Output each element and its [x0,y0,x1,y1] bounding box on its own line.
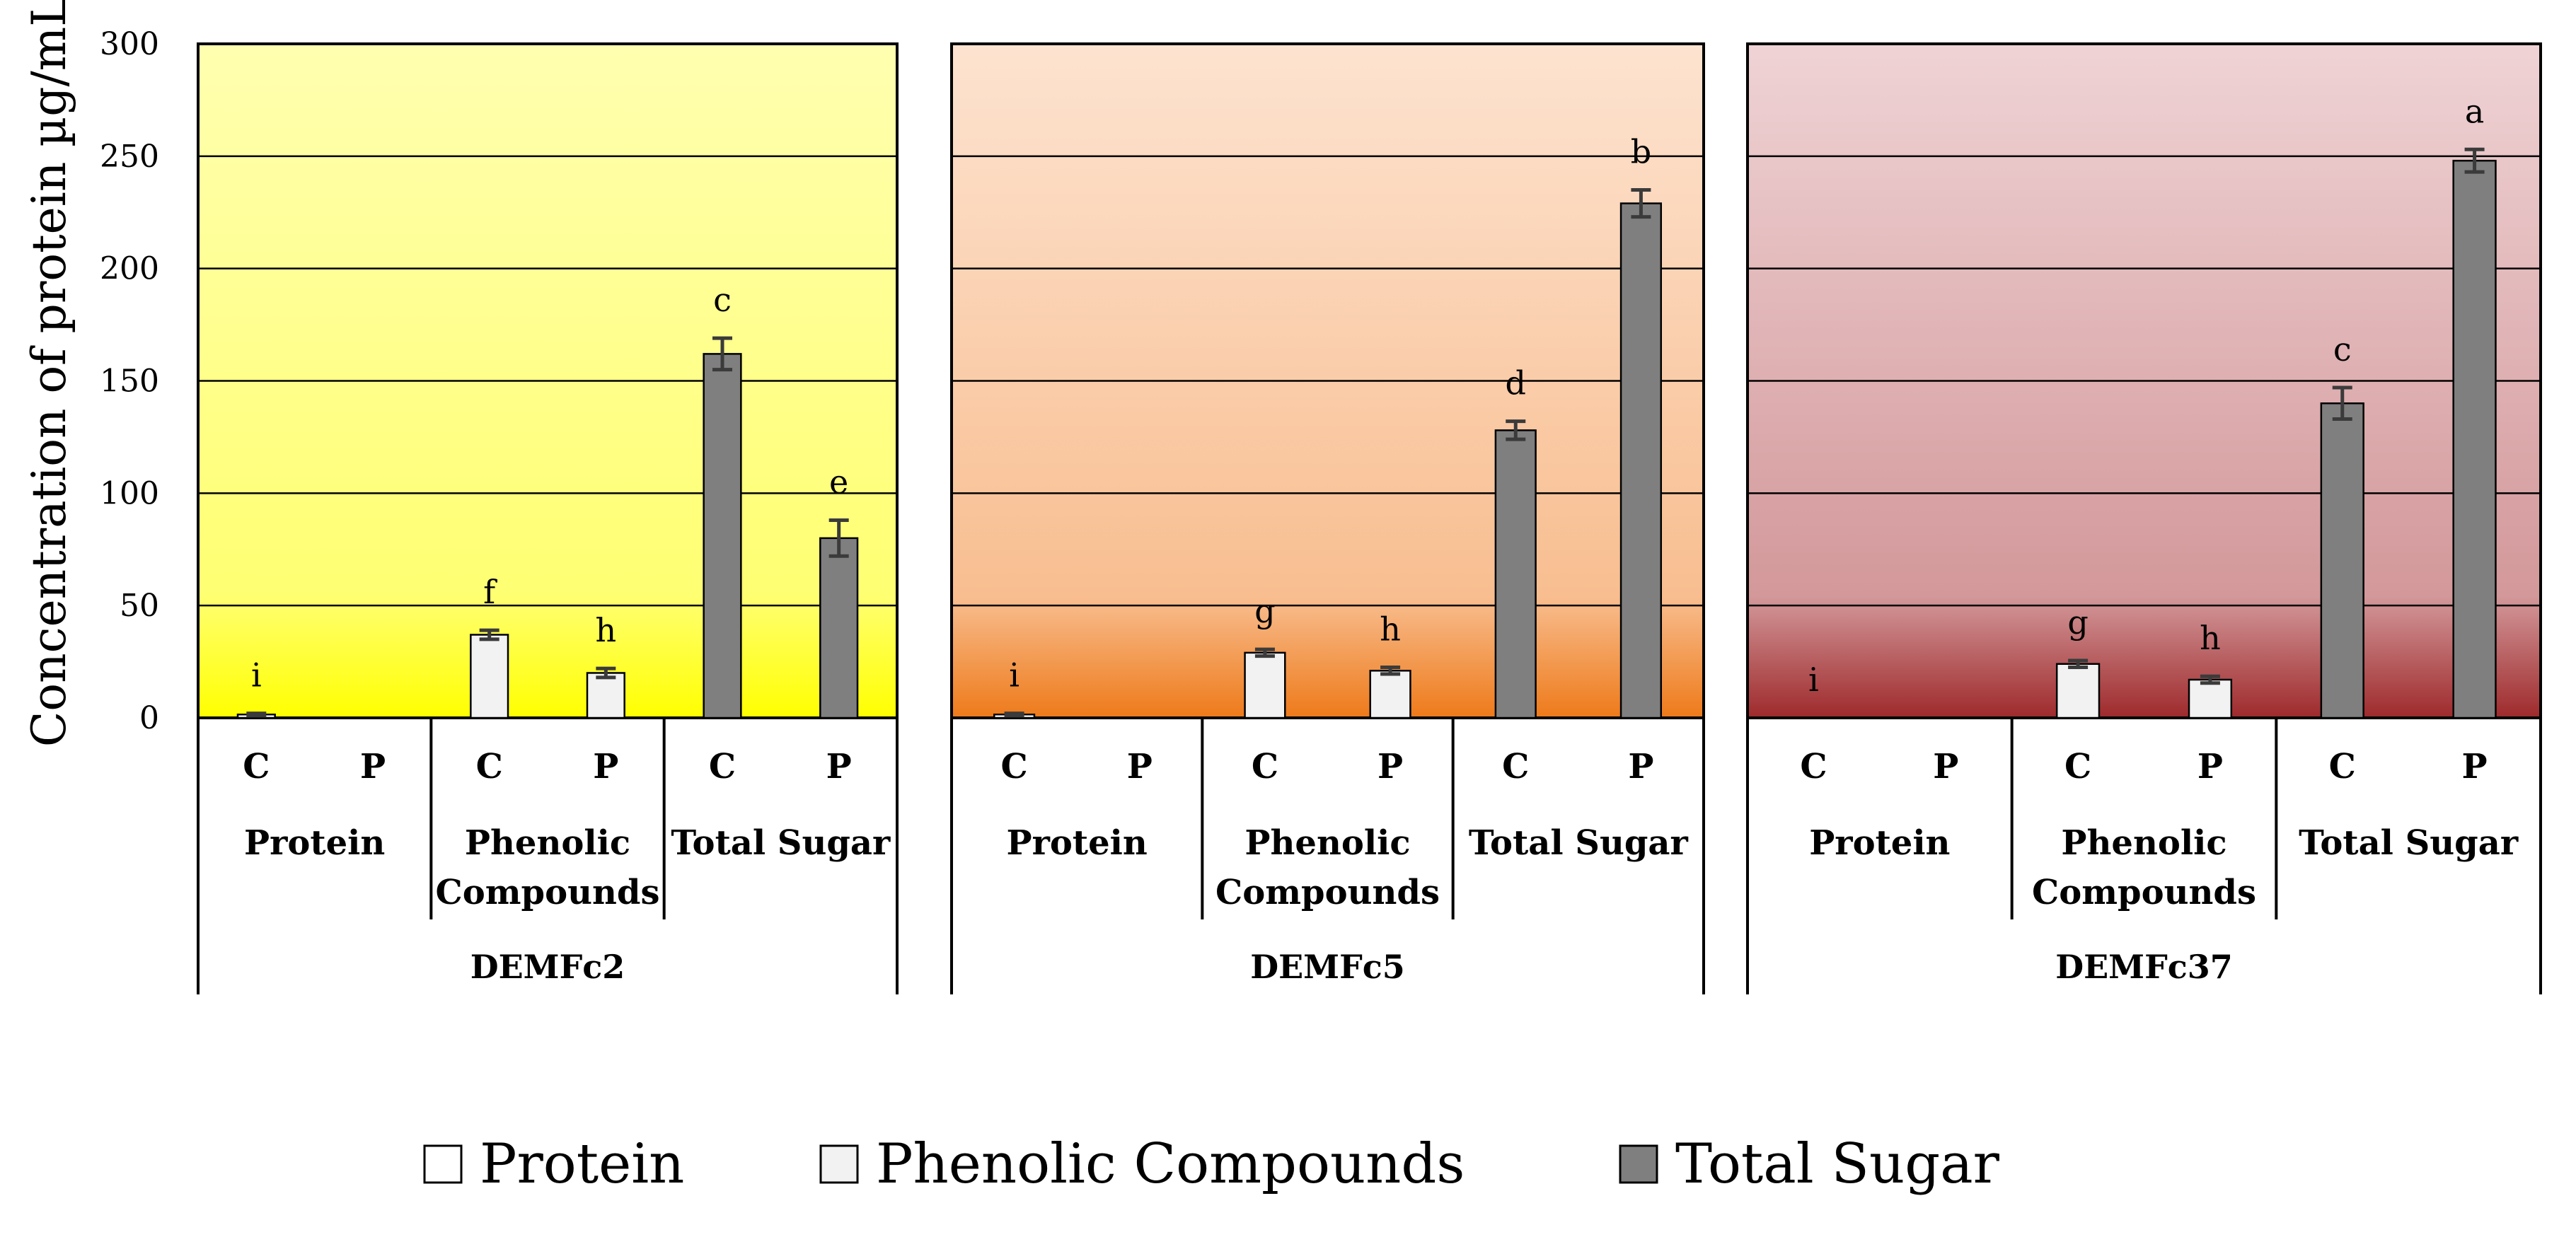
legend-item: Total Sugar [1619,1132,2000,1196]
y-tick-label: 150 [100,364,159,400]
legend-swatch [423,1144,463,1184]
legend-swatch [1619,1144,1658,1184]
group-label-line2: Compounds [1215,873,1440,912]
bar [1244,651,1286,719]
group-label: Protein [244,823,385,863]
x-tick-label: P [1377,747,1403,786]
group-label-line2: Compounds [436,873,660,912]
x-tick-label: C [2329,747,2356,786]
significance-label: b [1631,132,1651,170]
x-tick-label: P [1628,747,1653,786]
x-tick-label: P [826,747,852,786]
legend-label: Phenolic Compounds [876,1132,1465,1196]
legend-label: Total Sugar [1675,1132,2000,1196]
panel-demfc5: i C P Protein g Ch P Phenolic Compounds d Cb P Total… [950,42,1705,994]
plot-frame [1746,42,2542,719]
x-tick-label: P [360,747,386,786]
legend: Protein Phenolic Compounds Total Sugar [423,1132,2000,1196]
x-tick-label: C [1800,747,1827,786]
significance-label: e [829,463,848,501]
y-axis-title: Concentration of protein µg/mL [22,0,76,747]
significance-label: g [2067,603,2088,641]
significance-label: i [1009,656,1020,695]
legend-swatch [819,1144,859,1184]
panel-demfc2: 0 50 100 150 200 250 300 i C P Protein f Ch P Phenolic… [100,26,899,994]
group-label: Protein [1809,823,1950,863]
significance-label: c [713,281,732,319]
significance-label: g [1254,592,1275,630]
bar [1494,429,1537,719]
significance-label: a [2465,92,2484,130]
x-tick-label: C [476,747,503,786]
x-tick-label: C [709,747,736,786]
strain-label: DEMFc37 [2055,948,2233,986]
y-tick-label: 0 [139,700,159,736]
x-tick-label: P [2462,747,2488,786]
bar [703,353,742,719]
y-tick-label: 50 [120,588,159,624]
x-tick-label: C [1252,747,1278,786]
significance-label: i [1808,661,1819,699]
y-tick-label: 200 [100,251,159,287]
group-label-line1: Phenolic [2061,823,2226,863]
significance-label: h [1380,610,1401,649]
significance-label: i [251,656,262,695]
strain-label: DEMFc2 [470,948,625,986]
group-label: Protein [1007,823,1148,863]
bar [1369,670,1411,719]
bar [2055,663,2101,719]
significance-label: h [596,611,617,649]
bar [819,537,859,719]
group-label: Total Sugar [2299,823,2519,863]
significance-label: f [483,573,497,611]
bar [2188,678,2233,719]
y-tick-label: 300 [100,26,159,62]
x-tick-label: C [243,747,270,786]
y-tick-label: 100 [100,475,159,511]
x-tick-label: C [1502,747,1529,786]
plot-frame [950,42,1705,719]
legend-item: Protein [423,1132,684,1196]
bar [2452,159,2497,719]
significance-label: h [2200,619,2221,657]
y-axis-label: Concentration of protein µg/mL [22,0,76,747]
x-tick-label: P [1933,747,1958,786]
x-tick-label: P [593,747,618,786]
bar [586,672,625,719]
x-tick-label: C [2064,747,2091,786]
panels-layer: 0 50 100 150 200 250 300 i C P Protein f Ch P Phenolic… [100,26,2542,994]
x-tick-label: P [2197,747,2223,786]
panel-demfc37: i C P Protein g Ch P Phenolic Compounds c Ca P Total… [1746,42,2542,994]
x-tick-label: C [1000,747,1027,786]
legend-label: Protein [480,1132,684,1196]
significance-label: c [2333,330,2352,368]
x-tick-label: P [1127,747,1153,786]
bar [470,634,509,719]
group-label: Total Sugar [1469,823,1689,863]
legend-item: Phenolic Compounds [819,1132,1465,1196]
y-tick-label: 250 [100,139,159,175]
bar [1619,202,1663,719]
group-label-line1: Phenolic [1244,823,1410,863]
group-label-line2: Compounds [2032,873,2256,912]
significance-label: d [1506,364,1526,402]
bar [2320,402,2364,719]
plot-frame [197,42,899,719]
group-label: Total Sugar [671,823,891,863]
strain-label: DEMFc5 [1250,948,1405,986]
group-label-line1: Phenolic [465,823,630,863]
